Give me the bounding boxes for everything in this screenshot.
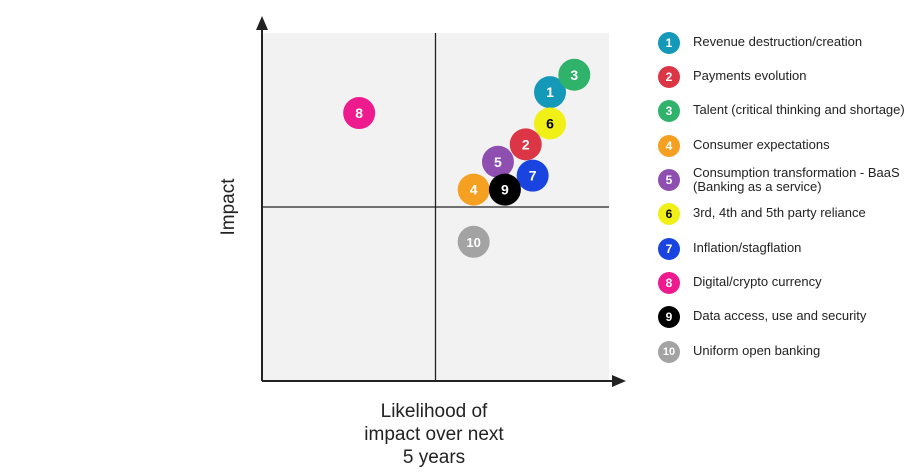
legend-item-5: 5 Consumption transformation - BaaS (Banki… <box>656 165 922 197</box>
legend-item-3: 3 Talent (critical thinking and shortage) <box>656 98 922 128</box>
legend-marker-4: 4 <box>658 135 680 157</box>
data-point-6 <box>534 107 567 140</box>
y-axis-arrow <box>256 16 268 30</box>
legend-label-1: Revenue destruction/creation <box>693 34 863 49</box>
legend-marker-3: 3 <box>658 100 680 122</box>
data-point-3 <box>558 58 591 91</box>
legend-item-8: 8 Digital/crypto currency <box>656 270 922 300</box>
x-axis-label-line-1: Likelihood of <box>380 401 488 422</box>
legend-label-10: Uniform open banking <box>693 343 821 358</box>
data-point-8 <box>343 97 376 130</box>
data-point-1 <box>534 76 567 109</box>
legend-marker-5: 5 <box>658 169 680 191</box>
legend-item-2: 2 Payments evolution <box>656 64 922 94</box>
data-point-label-1: 1 <box>546 84 554 100</box>
data-point-label-10: 10 <box>466 235 480 250</box>
data-point-10 <box>457 225 490 258</box>
legend-label-4: Consumer expectations <box>693 137 830 152</box>
data-point-label-2: 2 <box>522 136 530 152</box>
legend-item-4: 4 Consumer expectations <box>656 133 922 163</box>
legend-label-3: Talent (critical thinking and shortage) <box>693 102 905 117</box>
legend-item-9: 9 Data access, use and security <box>656 304 922 334</box>
legend-label-7: Inflation/stagflation <box>693 240 802 255</box>
data-point-label-8: 8 <box>355 105 363 121</box>
legend-item-10: 10 Uniform open banking <box>656 339 922 369</box>
legend-marker-2: 2 <box>658 66 680 88</box>
data-point-label-5: 5 <box>494 154 502 170</box>
data-point-label-9: 9 <box>501 182 509 198</box>
legend-item-1: 1 Revenue destruction/creation <box>656 30 922 60</box>
legend-marker-1: 1 <box>658 32 680 54</box>
legend-label-9: Data access, use and security <box>693 308 867 323</box>
legend-label-6: 3rd, 4th and 5th party reliance <box>693 205 866 220</box>
data-point-5 <box>481 145 514 178</box>
legend-item-6: 6 3rd, 4th and 5th party reliance <box>656 201 922 231</box>
legend-marker-8: 8 <box>658 272 680 294</box>
legend-label-5: Consumption transformation - BaaS (Bankin… <box>693 165 900 194</box>
legend-marker-7: 7 <box>658 238 680 260</box>
x-axis-label-line-3: 5 years <box>402 447 466 468</box>
legend-label-2: Payments evolution <box>693 68 807 83</box>
data-point-9 <box>488 173 521 206</box>
legend-label-8: Digital/crypto currency <box>693 274 822 289</box>
data-point-label-6: 6 <box>546 115 554 131</box>
data-point-2 <box>509 128 542 161</box>
x-axis-arrow <box>612 375 626 387</box>
legend-item-7: 7 Inflation/stagflation <box>656 236 922 266</box>
x-axis-label-line-2: impact over next <box>364 424 504 445</box>
legend-marker-6: 6 <box>658 203 680 225</box>
data-point-label-3: 3 <box>570 67 578 83</box>
data-point-4 <box>457 173 490 206</box>
data-point-label-7: 7 <box>529 168 537 184</box>
y-axis-label: Impact <box>218 178 239 236</box>
x-axis-label: Likelihood of impact over next 5 years <box>334 400 534 469</box>
legend-marker-10: 10 <box>658 341 680 363</box>
data-point-label-4: 4 <box>470 182 478 198</box>
data-point-7 <box>516 159 549 192</box>
legend-marker-9: 9 <box>658 306 680 328</box>
